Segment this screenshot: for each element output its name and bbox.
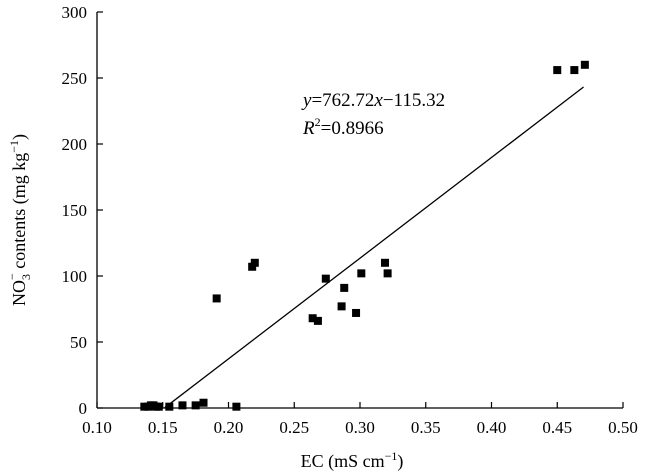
x-tick-label: 0.45 (542, 418, 572, 437)
data-point (212, 294, 221, 303)
x-label-sup: −1 (385, 449, 398, 463)
x-axis-label: EC (mS cm−1) (301, 449, 404, 472)
data-point (199, 398, 208, 407)
y-ticks: 0 50 100 150 200 250 300 (62, 3, 103, 418)
data-point (232, 402, 241, 411)
r-squared: R2=0.8966 (302, 115, 384, 139)
data-point (178, 401, 187, 410)
y-tick-label: 150 (62, 201, 88, 220)
data-point (308, 314, 317, 323)
equation-intercept: −115.32 (383, 90, 445, 111)
data-point (357, 269, 366, 278)
data-point (250, 258, 259, 267)
regression-line (164, 86, 584, 409)
x-tick-label: 0.20 (214, 418, 244, 437)
x-ticks: 0.10 0.15 0.20 0.25 0.30 0.35 0.40 0.45 0.50 (82, 402, 638, 437)
data-points (140, 60, 589, 411)
r2-symbol: R (302, 118, 315, 139)
r2-superscript: 2 (315, 115, 321, 129)
x-tick-label: 0.15 (148, 418, 178, 437)
y-tick-label: 0 (79, 399, 88, 418)
data-point (154, 402, 163, 411)
x-tick-label: 0.30 (345, 418, 375, 437)
axes (96, 12, 623, 409)
equation-coef: =762.72 (311, 90, 374, 111)
y-label-prefix: NO (9, 280, 29, 306)
x-tick-label: 0.10 (82, 418, 112, 437)
regression-equation: y=762.72x−115.32 (301, 90, 445, 111)
y-tick-label: 50 (70, 333, 87, 352)
data-point (321, 274, 330, 283)
y-label-sup2: −1 (7, 140, 21, 153)
x-tick-label: 0.35 (411, 418, 441, 437)
x-label-prefix: EC (mS cm (301, 451, 385, 472)
y-label-suffix: ) (9, 134, 30, 140)
data-point (313, 316, 322, 325)
y-axis-label: NO3− contents (mg kg−1) (5, 134, 33, 306)
data-point (340, 283, 349, 292)
y-label-sub: 3 (19, 274, 33, 280)
x-tick-label: 0.40 (477, 418, 507, 437)
y-tick-label: 300 (62, 3, 88, 22)
data-point (553, 66, 562, 75)
x-tick-label: 0.50 (608, 418, 638, 437)
data-point (580, 60, 589, 69)
data-point (380, 258, 389, 267)
data-point (352, 308, 361, 317)
equation-y: y (301, 90, 312, 111)
data-point (191, 401, 200, 410)
data-point (337, 302, 346, 311)
y-tick-label: 250 (62, 69, 88, 88)
equation-x: x (373, 90, 383, 111)
x-tick-label: 0.25 (279, 418, 309, 437)
y-tick-label: 100 (62, 267, 88, 286)
y-label-mid: contents (mg kg (9, 153, 30, 273)
r2-value: =0.8966 (321, 118, 384, 139)
data-point (165, 402, 174, 411)
data-point (570, 66, 579, 75)
y-tick-label: 200 (62, 135, 88, 154)
data-point (383, 269, 392, 278)
y-label-sup1: − (5, 273, 19, 280)
x-label-suffix: ) (397, 451, 403, 472)
